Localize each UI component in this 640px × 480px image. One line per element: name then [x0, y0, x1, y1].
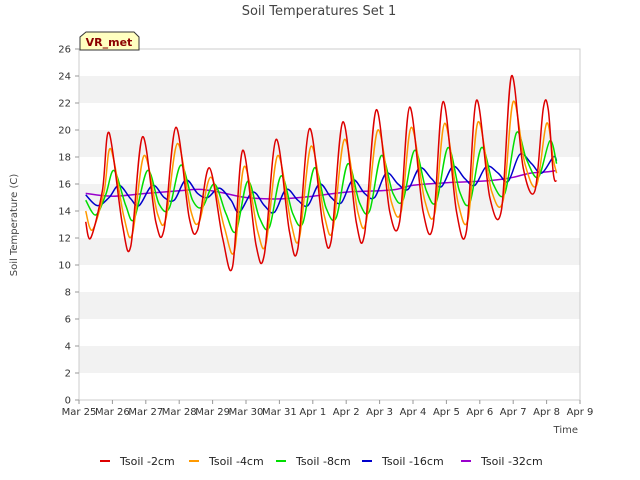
grid-band — [79, 76, 580, 103]
x-tick-label: Mar 30 — [229, 407, 264, 418]
chart-title: Soil Temperatures Set 1 — [242, 4, 397, 19]
legend-label: Tsoil -8cm — [295, 455, 351, 468]
legend-label: Tsoil -2cm — [119, 455, 175, 468]
x-tick-label: Mar 26 — [95, 407, 130, 418]
grid-band — [79, 184, 580, 211]
x-tick-label: Mar 28 — [162, 407, 197, 418]
legend-label: Tsoil -16cm — [381, 455, 444, 468]
grid-band — [79, 373, 580, 400]
x-tick-label: Apr 3 — [366, 407, 393, 418]
legend-item: Tsoil -32cm — [461, 455, 543, 468]
plot-background-bands — [79, 49, 580, 400]
y-tick-label: 10 — [58, 261, 71, 272]
grid-band — [79, 103, 580, 130]
x-tick-label: Apr 5 — [433, 407, 460, 418]
legend-item: Tsoil -16cm — [362, 455, 444, 468]
x-tick-label: Mar 27 — [128, 407, 163, 418]
x-axis-label: Time — [553, 425, 578, 436]
x-tick-label: Mar 25 — [62, 407, 97, 418]
plot-frame — [78, 48, 581, 401]
y-tick-label: 2 — [65, 369, 71, 380]
grid-band — [79, 238, 580, 265]
grid-band — [79, 292, 580, 319]
series-line-tsoil-32cm — [85, 169, 557, 200]
grid-band — [79, 49, 580, 76]
grid-band — [79, 319, 580, 346]
y-axis-label: Soil Temperature (C) — [9, 174, 20, 277]
x-tick-label: Apr 2 — [333, 407, 360, 418]
y-tick-label: 14 — [58, 207, 71, 218]
series-lines — [84, 75, 558, 272]
y-tick-label: 12 — [58, 234, 71, 245]
y-tick-label: 6 — [65, 315, 71, 326]
series-line-tsoil-8cm — [85, 131, 558, 234]
x-tick-label: Mar 29 — [195, 407, 230, 418]
y-tick-label: 24 — [58, 72, 71, 83]
y-tick-label: 8 — [65, 288, 71, 299]
badge-label: VR_met — [86, 36, 133, 49]
x-tick-label: Apr 4 — [400, 407, 427, 418]
y-tick-label: 18 — [58, 153, 71, 164]
series-line-tsoil-2cm — [84, 75, 558, 272]
legend-label: Tsoil -32cm — [480, 455, 543, 468]
x-tick-label: Apr 9 — [567, 407, 594, 418]
legend-item: Tsoil -2cm — [100, 455, 175, 468]
y-tick-label: 4 — [65, 342, 71, 353]
y-tick-label: 26 — [58, 45, 71, 56]
grid-band — [79, 130, 580, 157]
badge-shape — [79, 31, 140, 51]
legend: Tsoil -2cm Tsoil -4cm Tsoil -8cm Tsoil -16c… — [100, 455, 543, 468]
x-tick-label: Apr 6 — [466, 407, 493, 418]
y-tick-label: 20 — [58, 126, 71, 137]
legend-label: Tsoil -4cm — [208, 455, 264, 468]
y-tick-label: 0 — [65, 396, 71, 407]
y-tick-label: 22 — [58, 99, 71, 110]
grid-band — [79, 346, 580, 373]
x-tick-label: Apr 7 — [500, 407, 527, 418]
x-tick-label: Mar 31 — [262, 407, 297, 418]
station-badge: VR_met — [79, 31, 140, 51]
legend-item: Tsoil -8cm — [276, 455, 351, 468]
x-tick-label: Apr 1 — [299, 407, 326, 418]
y-tick-label: 16 — [58, 180, 71, 191]
x-tick-label: Apr 8 — [533, 407, 560, 418]
grid-band — [79, 265, 580, 292]
legend-item: Tsoil -4cm — [189, 455, 264, 468]
